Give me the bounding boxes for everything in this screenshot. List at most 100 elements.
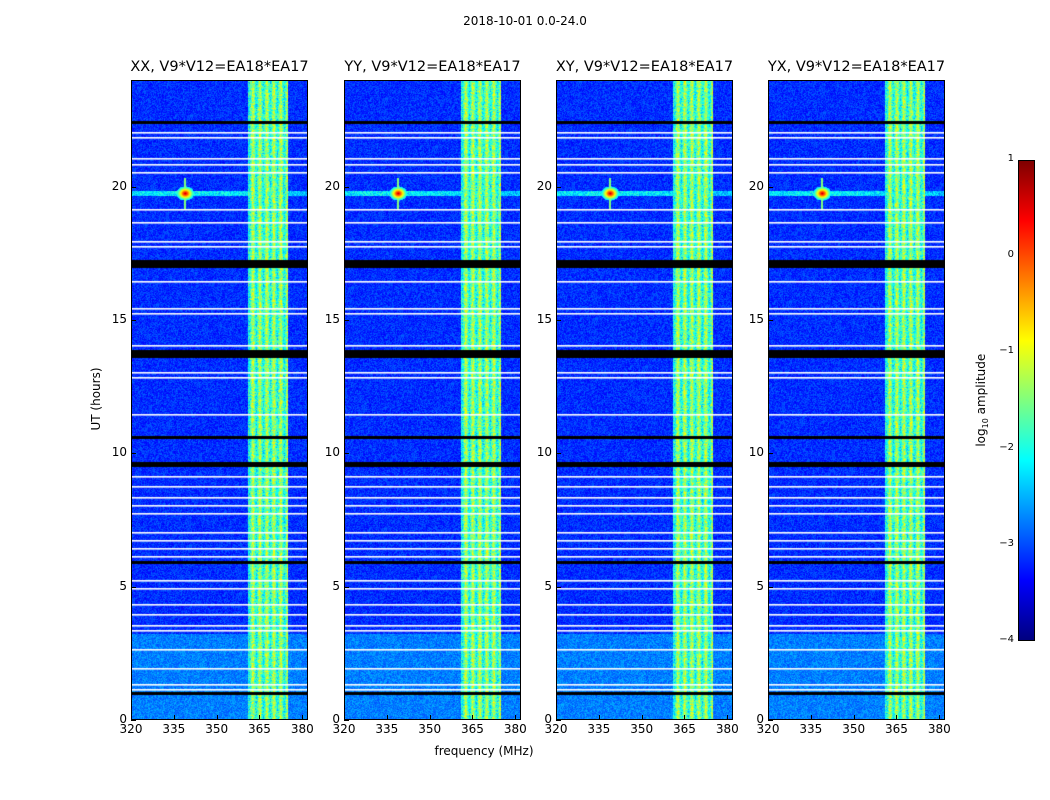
y-tick-label: 20 bbox=[748, 178, 764, 193]
x-tick-mark bbox=[896, 715, 898, 720]
x-tick-mark bbox=[302, 715, 304, 720]
x-tick-mark bbox=[131, 715, 132, 720]
y-tick-label: 5 bbox=[544, 578, 552, 593]
y-tick-label: 5 bbox=[119, 578, 127, 593]
y-tick-mark bbox=[131, 720, 136, 721]
y-tick-mark bbox=[556, 720, 561, 721]
x-tick-label: 365 bbox=[461, 722, 484, 736]
y-tick-mark bbox=[131, 453, 136, 455]
x-tick-label: 335 bbox=[799, 722, 823, 736]
spectrogram-panel bbox=[344, 80, 521, 720]
y-tick-label: 15 bbox=[748, 312, 764, 326]
y-tick-mark bbox=[131, 586, 136, 588]
x-tick-label: 380 bbox=[503, 722, 527, 736]
y-tick-label: 20 bbox=[536, 178, 552, 193]
x-axis-label: frequency (MHz) bbox=[434, 744, 534, 758]
x-tick-mark bbox=[472, 715, 474, 720]
y-axis-label: UT (hours) bbox=[89, 367, 103, 431]
x-tick-mark bbox=[684, 715, 686, 720]
y-tick-mark bbox=[344, 320, 349, 321]
figure-title: 2018-10-01 0.0-24.0 bbox=[463, 14, 587, 28]
x-tick-label: 380 bbox=[290, 722, 314, 736]
x-tick-mark bbox=[386, 715, 388, 720]
x-tick-label: 335 bbox=[587, 722, 611, 736]
x-tick-mark bbox=[641, 715, 643, 720]
spectrogram-image bbox=[769, 81, 944, 719]
y-tick-mark bbox=[556, 586, 561, 588]
panel-title: YX, V9*V12=EA18*EA17 bbox=[767, 59, 946, 75]
y-tick-label: 0 bbox=[119, 712, 127, 726]
y-tick-label: 10 bbox=[111, 445, 127, 460]
spectrogram-image bbox=[132, 81, 307, 719]
panel-title: YY, V9*V12=EA18*EA17 bbox=[344, 59, 521, 75]
y-tick-label: 10 bbox=[324, 445, 340, 460]
x-tick-label: 365 bbox=[885, 722, 908, 736]
y-tick-mark bbox=[768, 720, 773, 721]
spectrogram-panel bbox=[768, 80, 945, 720]
x-tick-label: 320 bbox=[332, 722, 356, 736]
x-tick-mark bbox=[727, 715, 729, 720]
spectrogram-panel bbox=[131, 80, 308, 720]
y-tick-mark bbox=[344, 453, 349, 455]
x-tick-mark bbox=[556, 715, 557, 720]
x-tick-label: 380 bbox=[715, 722, 739, 736]
colorbar-tick-label: 1 bbox=[1007, 153, 1014, 164]
spectrogram-image bbox=[557, 81, 732, 719]
y-tick-label: 0 bbox=[756, 712, 764, 726]
x-tick-label: 335 bbox=[162, 722, 186, 736]
y-tick-mark bbox=[556, 453, 561, 455]
panel-title: XX, V9*V12=EA18*EA17 bbox=[130, 59, 309, 75]
y-tick-mark bbox=[768, 186, 773, 188]
y-tick-mark bbox=[556, 320, 561, 321]
x-tick-label: 320 bbox=[544, 722, 568, 736]
y-tick-label: 20 bbox=[111, 178, 127, 193]
colorbar-tick-label: 0 bbox=[1007, 249, 1014, 261]
x-tick-mark bbox=[429, 715, 431, 720]
y-tick-mark bbox=[556, 186, 561, 188]
y-tick-mark bbox=[768, 586, 773, 588]
colorbar bbox=[1018, 160, 1035, 641]
y-tick-mark bbox=[344, 186, 349, 188]
panel-title: XY, V9*V12=EA18*EA17 bbox=[555, 59, 734, 75]
y-tick-mark bbox=[131, 320, 136, 321]
y-tick-label: 10 bbox=[536, 445, 552, 460]
x-tick-mark bbox=[810, 715, 812, 720]
y-tick-label: 0 bbox=[544, 712, 552, 726]
y-tick-mark bbox=[768, 320, 773, 321]
x-tick-mark bbox=[853, 715, 855, 720]
y-tick-label: 5 bbox=[756, 578, 764, 593]
x-tick-mark bbox=[216, 715, 218, 720]
x-tick-label: 350 bbox=[205, 722, 229, 736]
colorbar-label: log10 amplitude bbox=[973, 353, 991, 447]
y-tick-label: 15 bbox=[111, 312, 127, 326]
x-tick-mark bbox=[259, 715, 261, 720]
x-tick-mark bbox=[598, 715, 600, 720]
y-tick-mark bbox=[344, 586, 349, 588]
y-tick-mark bbox=[131, 186, 136, 188]
x-tick-label: 335 bbox=[375, 722, 399, 736]
x-tick-label: 380 bbox=[927, 722, 951, 736]
spectrogram-panel bbox=[556, 80, 733, 720]
colorbar-tick-label: −1 bbox=[999, 345, 1014, 357]
y-tick-label: 10 bbox=[748, 445, 764, 460]
y-tick-label: 20 bbox=[324, 178, 340, 193]
x-tick-label: 350 bbox=[418, 722, 442, 736]
x-tick-mark bbox=[768, 715, 769, 720]
y-tick-label: 15 bbox=[536, 312, 552, 326]
x-tick-mark bbox=[344, 715, 345, 720]
x-tick-label: 365 bbox=[248, 722, 271, 736]
colorbar-tick-label: −4 bbox=[999, 634, 1014, 645]
spectrogram-image bbox=[345, 81, 520, 719]
y-tick-mark bbox=[344, 720, 349, 721]
y-tick-label: 5 bbox=[332, 578, 340, 593]
colorbar-tick-label: −2 bbox=[999, 441, 1014, 453]
x-tick-label: 350 bbox=[842, 722, 866, 736]
x-tick-mark bbox=[515, 715, 517, 720]
x-tick-label: 320 bbox=[756, 722, 780, 736]
x-tick-mark bbox=[173, 715, 175, 720]
y-tick-mark bbox=[768, 453, 773, 455]
y-tick-label: 15 bbox=[324, 312, 340, 326]
y-tick-label: 0 bbox=[332, 712, 340, 726]
x-tick-label: 365 bbox=[673, 722, 696, 736]
x-tick-mark bbox=[939, 715, 941, 720]
